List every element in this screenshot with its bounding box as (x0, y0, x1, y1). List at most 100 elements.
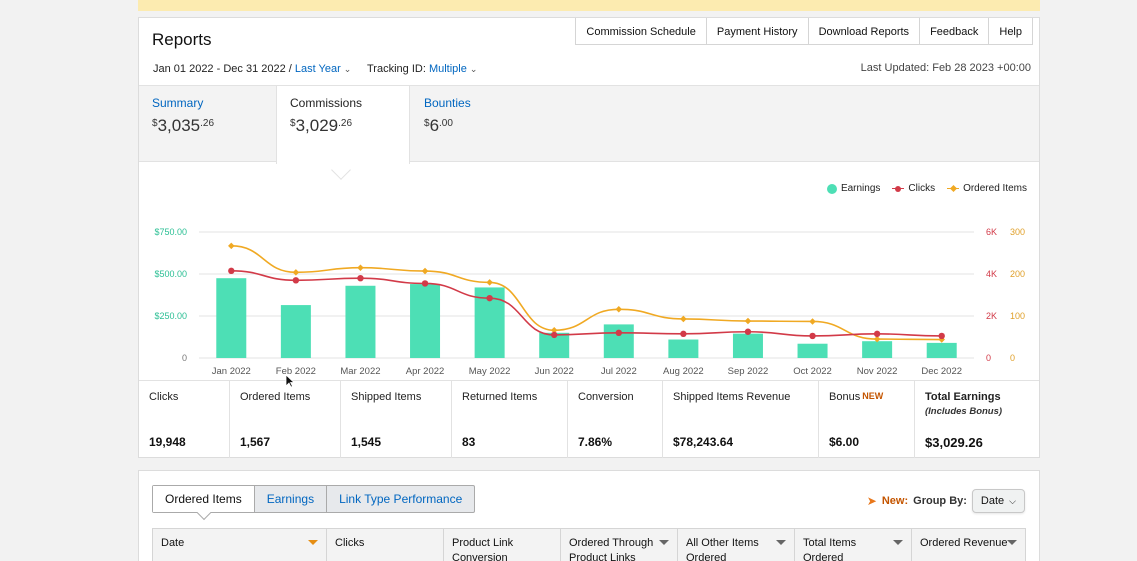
stat-label: Conversion (578, 391, 634, 403)
col-total-items-ordered[interactable]: Total Items Ordered (794, 529, 911, 561)
col-clicks[interactable]: Clicks (326, 529, 443, 561)
x-tick-label: Dec 2022 (921, 366, 962, 377)
tracking-id-label: Tracking ID: (367, 63, 426, 75)
col-label: Total Items Ordered (803, 537, 857, 561)
ordered-items-point (292, 269, 300, 276)
stat-label: Clicks (149, 391, 179, 403)
date-range-selector[interactable]: Jan 01 2022 - Dec 31 2022 / Last Year ⌄ (153, 63, 351, 75)
y-tick-ordered: 0 (1010, 353, 1015, 363)
stat-shipped-items: Shipped Items 1,545 (341, 381, 452, 458)
earnings-bar (216, 278, 247, 358)
col-product-link-conversion[interactable]: Product Link Conversion (443, 529, 560, 561)
tab-amount: $3,035.26 (152, 116, 263, 136)
x-tick-label: Sep 2022 (728, 366, 769, 377)
date-range-text: Jan 01 2022 - Dec 31 2022 / (153, 63, 292, 75)
earnings-bar (668, 339, 699, 358)
chevron-down-icon: ⌄ (469, 64, 478, 74)
group-by-select[interactable]: Date ⌵ (971, 489, 1025, 513)
stat-clicks: Clicks 19,948 (139, 381, 230, 458)
tab-commissions[interactable]: Commissions $3,029.26 (276, 86, 410, 164)
y-tick-left: 0 (182, 353, 187, 363)
amount-whole: 3,035 (157, 116, 201, 135)
tab-earnings[interactable]: Earnings (253, 486, 326, 512)
y-tick-clicks: 4K (986, 269, 997, 279)
tracking-id-selector[interactable]: Tracking ID: Multiple ⌄ (367, 63, 477, 75)
payment-history-link[interactable]: Payment History (705, 18, 808, 44)
earnings-bar (862, 341, 893, 358)
currency-symbol: $ (290, 118, 296, 129)
legend-earnings[interactable]: Earnings (826, 183, 880, 194)
tracking-id-value[interactable]: Multiple (428, 63, 467, 75)
stat-bonus: Bonus NEW $6.00 (819, 381, 915, 458)
mouse-cursor-icon (285, 374, 295, 388)
download-reports-link[interactable]: Download Reports (807, 18, 920, 44)
stat-returned-items: Returned Items 83 (452, 381, 568, 458)
clicks-point (873, 330, 881, 338)
earnings-marker (826, 183, 837, 194)
tab-ordered-items[interactable]: Ordered Items (153, 486, 254, 512)
earnings-bar (603, 324, 634, 358)
y-tick-clicks: 6K (986, 227, 997, 237)
earnings-chart: $750.00 6K 300 $500.00 4K 200 $250.00 2K 100 0 0 0 J… (154, 227, 1025, 377)
tab-summary[interactable]: Summary $3,035.26 (139, 86, 276, 163)
clicks-point (938, 332, 945, 340)
col-date[interactable]: Date (153, 529, 326, 561)
col-label: Product Link Conversion (452, 537, 514, 561)
sort-icon[interactable] (659, 540, 669, 545)
sort-icon[interactable] (893, 540, 903, 545)
clicks-point (228, 267, 235, 275)
report-tabs: Ordered Items Earnings Link Type Perform… (152, 485, 476, 513)
y-tick-ordered: 300 (1010, 227, 1025, 237)
col-ordered-through-product-links[interactable]: Ordered Through Product Links (560, 529, 677, 561)
sort-icon[interactable] (776, 540, 786, 545)
earnings-bar (280, 305, 311, 358)
amount-cents: .26 (338, 118, 353, 129)
x-tick-label: May 2022 (469, 366, 511, 377)
stat-label: Returned Items (462, 391, 538, 403)
currency-symbol: $ (152, 118, 158, 129)
legend-ordered-items[interactable]: Ordered Items (947, 183, 1027, 194)
clicks-marker (892, 185, 905, 193)
x-tick-label: Aug 2022 (663, 366, 704, 377)
stat-value: 7.86% (578, 435, 613, 449)
feedback-link[interactable]: Feedback (919, 18, 988, 44)
stat-value: 19,948 (149, 435, 186, 449)
reports-card: Reports Commission Schedule Payment Hist… (138, 17, 1040, 458)
clicks-point (680, 330, 687, 338)
help-link[interactable]: Help (988, 18, 1032, 44)
group-by-label: Group By: (913, 495, 967, 507)
clicks-line (231, 270, 942, 337)
currency-symbol: $ (424, 118, 430, 129)
sort-icon[interactable] (1007, 540, 1017, 545)
stat-value: $78,243.64 (673, 435, 734, 449)
clicks-point (486, 294, 493, 302)
ordered-items-point (486, 279, 493, 286)
ordered-items-point (809, 318, 816, 325)
chevron-down-icon: ⌄ (343, 64, 352, 74)
clicks-point (292, 277, 300, 284)
date-preset-link[interactable]: Last Year (294, 63, 341, 75)
ordered-items-point (680, 315, 687, 323)
ordered-items-point (744, 317, 752, 325)
sort-desc-icon[interactable] (308, 540, 318, 545)
clicks-point (615, 329, 622, 336)
legend-label: Clicks (908, 183, 936, 194)
ordered-items-point (421, 267, 429, 275)
col-label: Date (161, 537, 185, 549)
notice-banner (138, 0, 1040, 11)
legend-clicks[interactable]: Clicks (892, 183, 935, 194)
amount-whole: 3,029 (295, 116, 339, 135)
y-tick-clicks: 2K (986, 311, 997, 321)
tab-label: Summary (152, 96, 204, 110)
tab-label: Bounties (424, 96, 471, 110)
tab-bounties[interactable]: Bounties $6.00 (411, 86, 531, 163)
col-all-other-items[interactable]: All Other Items Ordered (677, 529, 794, 561)
x-tick-label: Jun 2022 (535, 366, 574, 377)
col-ordered-revenue[interactable]: Ordered Revenue (911, 529, 1025, 561)
y-tick-clicks: 0 (986, 353, 991, 363)
stat-value: $3,029.26 (925, 435, 983, 450)
commission-schedule-link[interactable]: Commission Schedule (586, 26, 696, 38)
amount-whole: 6 (429, 116, 440, 135)
tab-link-type-performance[interactable]: Link Type Performance (326, 486, 474, 512)
ordered-items-marker (947, 185, 960, 193)
